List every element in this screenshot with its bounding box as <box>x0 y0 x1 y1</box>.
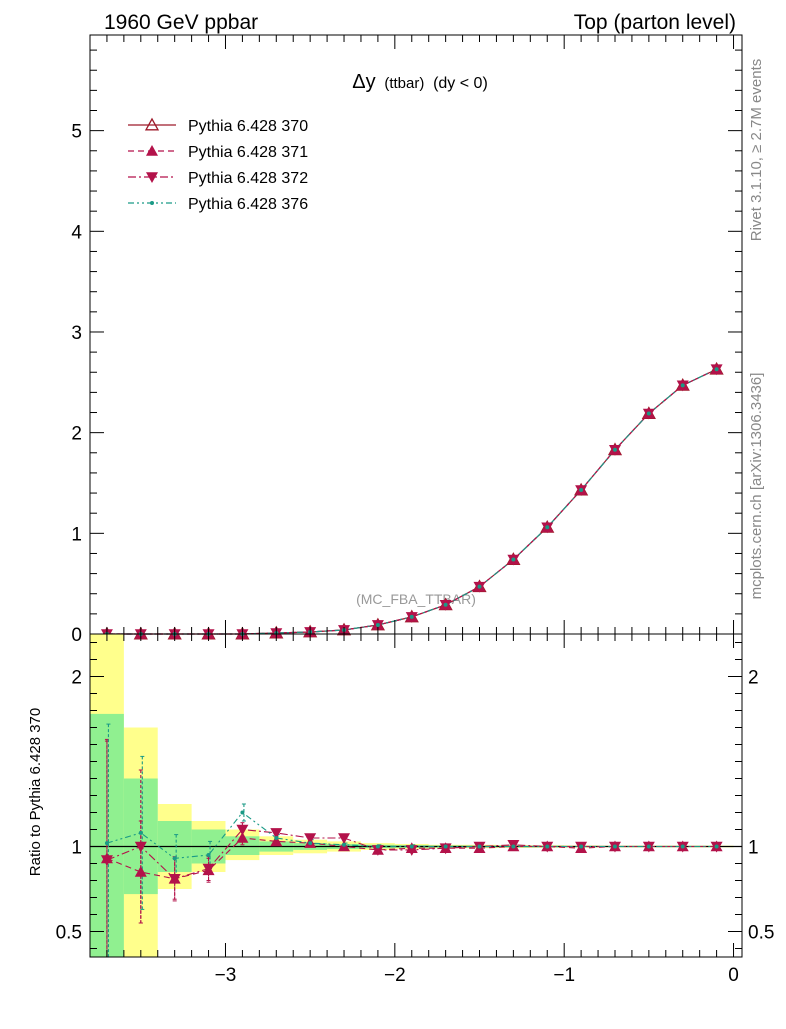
plot-title-sub: (ttbar) <box>384 75 424 92</box>
ratio-point-s2 <box>236 832 249 843</box>
ratio-point-s3 <box>236 824 249 836</box>
legend-marker-2 <box>146 145 158 156</box>
main-point-s4 <box>545 525 550 530</box>
ratio-point-s4 <box>714 844 719 849</box>
mcplots-label: mcplots.cern.ch [arXiv:1306.3436] <box>748 373 765 600</box>
ratio-point-s4 <box>511 844 516 849</box>
plot-title-main: Δy <box>352 71 375 93</box>
header-right: Top (parton level) <box>574 11 736 34</box>
legend-marker-3 <box>146 172 158 183</box>
ratio-point-s3 <box>202 863 215 875</box>
legend-label-3: Pythia 6.428 372 <box>188 170 308 187</box>
ratio-inner <box>90 634 742 957</box>
plot-title: Δy (ttbar) (dy < 0) <box>352 71 488 93</box>
ratio-point-s3 <box>338 833 351 844</box>
ratio-point-s4 <box>240 810 245 815</box>
main-point-s4 <box>511 557 516 562</box>
legend-label-4: Pythia 6.428 376 <box>188 196 308 213</box>
ratio-panel: 0.5 0.5 1 1 2 2 −3 −2 −1 0 <box>56 633 774 986</box>
main-ytick-label: 1 <box>71 524 82 545</box>
main-point-s4 <box>646 411 651 416</box>
ratio-ytick-label-right: 0.5 <box>748 923 774 944</box>
ratio-point-s4 <box>274 836 279 840</box>
ratio-point-s4 <box>579 844 584 849</box>
main-ytick-label: 3 <box>71 323 82 344</box>
ratio-ytick-label-left: 1 <box>71 838 82 859</box>
ratio-band-green <box>225 836 260 855</box>
main-ytick-label: 4 <box>71 222 82 243</box>
main-point-s4 <box>375 622 380 627</box>
main-point-s4 <box>612 447 617 452</box>
ratio-point-s3 <box>439 843 452 855</box>
ratio-ylabel: Ratio to Pythia 6.428 370 <box>27 708 44 876</box>
ratio-point-s3 <box>304 833 317 844</box>
main-point-s4 <box>579 488 584 493</box>
ratio-point-s3 <box>134 841 147 853</box>
ratio-point-s4 <box>138 830 143 835</box>
ratio-xtick-label: −2 <box>384 965 406 986</box>
main-ytick-label: 2 <box>71 424 82 445</box>
legend-label-1: Pythia 6.428 370 <box>188 118 308 135</box>
main-ytick-label: 5 <box>71 122 82 143</box>
ratio-point-s4 <box>646 844 651 849</box>
ratio-point-s4 <box>477 844 482 849</box>
ratio-point-s4 <box>409 844 414 849</box>
ratio-point-s4 <box>443 844 448 849</box>
ratio-point-s4 <box>545 844 550 849</box>
ratio-ytick-label-right: 2 <box>748 668 759 689</box>
ratio-point-s4 <box>206 853 211 857</box>
main-point-s4 <box>680 383 685 388</box>
ratio-point-s4 <box>680 844 685 849</box>
ratio-point-s2 <box>134 866 147 877</box>
legend: Pythia 6.428 370 Pythia 6.428 371 Pythia 6… <box>128 117 308 213</box>
plot-title-cond: (dy < 0) <box>433 75 488 92</box>
ratio-xtick-label: 0 <box>728 965 739 986</box>
ratio-point-s4 <box>308 841 313 846</box>
ratio-point-s4 <box>612 844 617 849</box>
main-point-s4 <box>443 602 448 607</box>
ratio-point-s4 <box>104 841 109 846</box>
analysis-label: (MC_FBA_TTBAR) <box>356 591 476 607</box>
ratio-ytick-label-right: 1 <box>748 838 759 859</box>
ratio-point-s4 <box>342 842 347 847</box>
ratio-point-s3 <box>270 828 283 839</box>
ratio-ytick-label-left: 0.5 <box>56 923 82 944</box>
main-ytick-label: 0 <box>71 625 82 646</box>
ratio-xtick-label: −1 <box>553 965 575 986</box>
ratio-frame <box>89 633 743 958</box>
main-point-s4 <box>714 367 719 372</box>
ratio-point-s3 <box>371 845 384 856</box>
main-panel: 0 1 2 3 4 5 <box>71 34 743 646</box>
legend-label-2: Pythia 6.428 371 <box>188 144 308 161</box>
main-point-s4 <box>409 614 414 619</box>
legend-marker-4 <box>150 201 154 205</box>
ratio-point-s4 <box>375 844 380 849</box>
ratio-point-s2 <box>270 835 283 847</box>
ratio-point-s3 <box>405 845 418 856</box>
header-left: 1960 GeV ppbar <box>104 11 258 34</box>
legend-marker-1 <box>144 117 160 131</box>
ratio-xtick-label: −3 <box>215 965 237 986</box>
rivet-label: Rivet 3.1.10, ≥ 2.7M events <box>748 59 765 242</box>
ratio-ytick-label-left: 2 <box>71 668 82 689</box>
main-point-s4 <box>477 584 482 589</box>
ratio-point-s4 <box>172 856 177 861</box>
ratio-point-s3 <box>100 855 113 867</box>
ratio-point-s3 <box>168 874 181 885</box>
